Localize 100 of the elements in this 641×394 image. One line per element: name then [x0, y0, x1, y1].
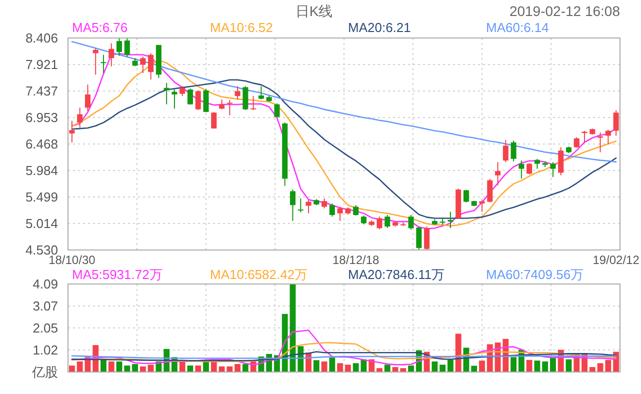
candlestick [518, 160, 524, 180]
text: MA5:5931.72万 [72, 267, 162, 282]
candlestick [337, 206, 343, 222]
y-tick-label: 3.07 [32, 298, 58, 314]
chart-subtitle: 日K线 [295, 3, 333, 19]
candlestick [550, 162, 556, 178]
text: MA20:7846.11万 [348, 267, 445, 282]
bar [550, 358, 556, 372]
bar [329, 358, 336, 372]
text: 2019-02-12 16:08 [509, 3, 620, 19]
candlestick [384, 214, 390, 229]
candlestick [187, 88, 193, 106]
bar [108, 361, 114, 372]
y-tick-label: 7.921 [25, 57, 58, 72]
candlestick [180, 86, 186, 97]
candlestick [526, 162, 532, 176]
candlestick [558, 146, 564, 176]
candlestick [502, 140, 508, 163]
candlestick [242, 86, 248, 110]
bar [242, 364, 248, 372]
candlestick [290, 189, 296, 222]
y-tick-label: 4.09 [32, 276, 58, 292]
candlestick [495, 162, 501, 186]
series-label: MA5:6.76 [72, 20, 128, 35]
bar [440, 364, 446, 372]
candlestick [140, 56, 146, 74]
y-tick-label: 6.468 [25, 136, 58, 152]
text: MA10:6582.42万 [210, 267, 308, 282]
candlestick [440, 217, 446, 226]
bar [124, 366, 130, 372]
text: MA10:6.52 [210, 20, 273, 35]
candlestick [203, 88, 209, 113]
candlestick [69, 120, 75, 143]
candlestick [195, 90, 201, 110]
candlestick [298, 198, 304, 213]
candlestick [329, 202, 335, 218]
candlestick [582, 130, 588, 143]
candlestick [116, 38, 122, 56]
bar [68, 366, 75, 372]
y-tick-label: 7.437 [25, 84, 58, 98]
candlestick [424, 226, 430, 250]
bar [589, 367, 596, 372]
bar [140, 366, 146, 372]
x-tick-label: 19/02/12 [592, 253, 640, 267]
candlestick [534, 158, 540, 170]
y-tick-label: 8.406 [25, 30, 58, 46]
bar [384, 364, 390, 372]
bar [148, 364, 154, 372]
bar [408, 366, 414, 372]
candlestick [613, 110, 619, 136]
bar [195, 366, 202, 372]
bar [76, 361, 83, 372]
bar [432, 361, 438, 372]
bar [313, 360, 320, 372]
candlestick [258, 86, 264, 100]
y-tick-label: 5.984 [25, 162, 58, 178]
bar [234, 364, 240, 372]
bar [226, 366, 233, 372]
candlestick [353, 204, 359, 216]
text: MA60:6.14 [486, 20, 549, 35]
bar [337, 363, 344, 372]
candlestick [108, 42, 114, 67]
bar [400, 368, 406, 372]
y-tick-label: 2.05 [32, 320, 58, 336]
candlestick [148, 52, 154, 80]
candlestick [211, 112, 217, 130]
bar [376, 368, 382, 372]
candlestick [463, 189, 469, 203]
candlestick [250, 96, 256, 110]
text: MA20:6.21 [348, 20, 411, 35]
candlestick [448, 211, 454, 229]
bar [132, 364, 138, 372]
candlestick [84, 84, 90, 112]
candlestick [306, 200, 312, 214]
bar [455, 334, 462, 372]
bar [510, 357, 516, 372]
candlestick [479, 200, 485, 212]
y-tick-label: 5.499 [25, 190, 58, 204]
y-tick-label: 1.02 [32, 342, 58, 358]
candlestick [234, 86, 240, 100]
candlestick [322, 198, 328, 209]
line-series [71, 342, 617, 362]
candlestick [487, 178, 493, 203]
y-tick-label: 亿股 [31, 364, 58, 380]
bar [344, 364, 351, 372]
bar [605, 360, 612, 372]
candlestick [605, 129, 611, 144]
candlestick [510, 140, 516, 162]
candlestick [77, 107, 83, 128]
text: MA60:7409.56万 [486, 267, 584, 282]
bar [542, 361, 548, 372]
candlestick [100, 54, 106, 74]
x-tick-label: 18/10/30 [48, 253, 96, 267]
bar [448, 360, 454, 372]
bar [100, 359, 106, 372]
line-series [71, 351, 617, 362]
candlestick [219, 98, 225, 110]
y-tick-label: 6.953 [25, 110, 58, 125]
candlestick [172, 89, 178, 110]
candlestick [124, 38, 130, 58]
